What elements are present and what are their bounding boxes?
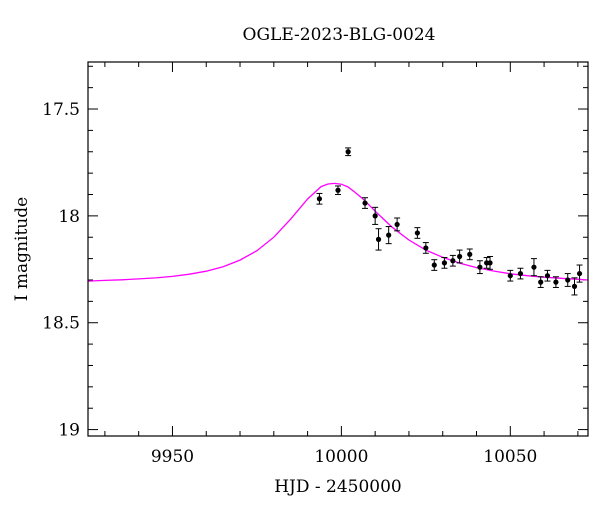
data-marker xyxy=(335,187,341,193)
data-marker xyxy=(386,232,392,238)
axis-ticks xyxy=(88,62,588,436)
data-marker xyxy=(441,260,448,266)
data-marker xyxy=(576,270,583,277)
data-point xyxy=(544,269,551,282)
x-tick-label: 9950 xyxy=(151,447,194,467)
data-point xyxy=(431,259,438,271)
data-marker xyxy=(345,149,351,155)
data-point xyxy=(537,276,544,288)
data-point xyxy=(362,197,369,209)
data-marker xyxy=(414,230,420,236)
chart-title: OGLE-2023-BLG-0024 xyxy=(243,25,436,45)
data-point xyxy=(449,254,456,267)
y-tick-label: 19 xyxy=(58,421,80,441)
data-marker xyxy=(538,279,544,285)
data-marker xyxy=(487,260,493,266)
data-marker xyxy=(362,200,368,206)
data-point xyxy=(530,258,537,277)
data-point xyxy=(372,206,379,225)
data-marker xyxy=(531,264,537,270)
data-marker xyxy=(507,273,513,279)
data-marker xyxy=(553,279,559,285)
data-point xyxy=(394,217,401,232)
data-marker xyxy=(467,251,473,257)
data-point xyxy=(476,260,483,275)
data-point xyxy=(422,242,429,254)
data-point xyxy=(576,264,583,283)
data-point xyxy=(335,185,341,196)
data-marker xyxy=(394,221,400,228)
plot-frame xyxy=(87,61,589,437)
data-marker xyxy=(431,262,437,268)
y-tick-label: 17.5 xyxy=(42,100,80,120)
data-marker xyxy=(316,196,323,202)
data-point xyxy=(487,255,494,270)
x-axis-label: HJD - 2450000 xyxy=(274,477,402,497)
data-marker xyxy=(450,258,456,264)
data-marker xyxy=(423,245,429,251)
data-point xyxy=(564,273,571,287)
data-point xyxy=(466,248,473,261)
data-point xyxy=(345,147,352,157)
plot-area xyxy=(87,147,589,296)
data-point xyxy=(441,257,448,269)
data-point xyxy=(385,226,392,245)
data-point xyxy=(456,249,463,264)
y-tick-label: 18.5 xyxy=(42,314,80,334)
x-tick-label: 10050 xyxy=(483,447,537,467)
data-marker xyxy=(544,273,551,279)
y-axis-label: I magnitude xyxy=(12,197,32,301)
data-point xyxy=(414,227,421,239)
y-tick-label: 18 xyxy=(58,207,80,227)
data-point xyxy=(571,277,578,296)
model-curve xyxy=(87,182,589,282)
data-point xyxy=(552,276,559,288)
x-tick-label: 10000 xyxy=(314,447,368,467)
data-marker xyxy=(477,264,483,270)
data-marker xyxy=(565,277,571,283)
axis-tick-labels: 9950 10000 10050 17.5 18 18.5 19 xyxy=(42,100,537,467)
data-point xyxy=(507,269,514,282)
data-marker xyxy=(372,213,378,219)
data-marker xyxy=(457,253,463,260)
data-point xyxy=(517,267,524,280)
data-point xyxy=(375,228,382,251)
data-marker xyxy=(375,236,382,242)
data-marker xyxy=(571,283,578,289)
data-marker xyxy=(517,270,524,277)
data-point xyxy=(316,192,323,205)
